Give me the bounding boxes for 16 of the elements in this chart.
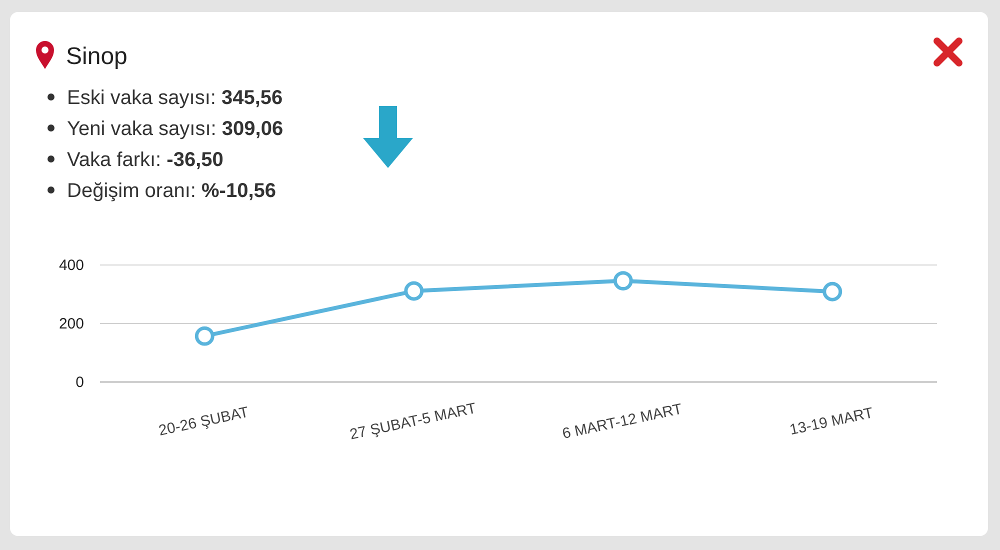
y-tick-label: 400 [58, 256, 84, 274]
chart-title: Sinop [66, 43, 128, 70]
y-tick-label: 0 [76, 374, 84, 391]
x-tick-label: 6 MART-12 MART [560, 400, 684, 443]
x-tick-label: 27 ŞUBAT-5 MART [348, 400, 478, 444]
text: Eski vaka sayısı: 345,56 [67, 87, 283, 109]
text: Vaka farkı: -36,50 [67, 149, 224, 171]
point [194, 326, 214, 346]
point [613, 271, 633, 291]
point [822, 282, 842, 302]
point [404, 281, 424, 301]
y-tick-label: 200 [58, 315, 84, 332]
text: Değişim oranı: %-10,56 [67, 180, 276, 202]
text: Yeni vaka sayısı: 309,06 [67, 118, 284, 140]
x-tick-label: 20-26 ŞUBAT [157, 404, 250, 440]
x-tick-label: 13-19 MART [788, 404, 875, 439]
